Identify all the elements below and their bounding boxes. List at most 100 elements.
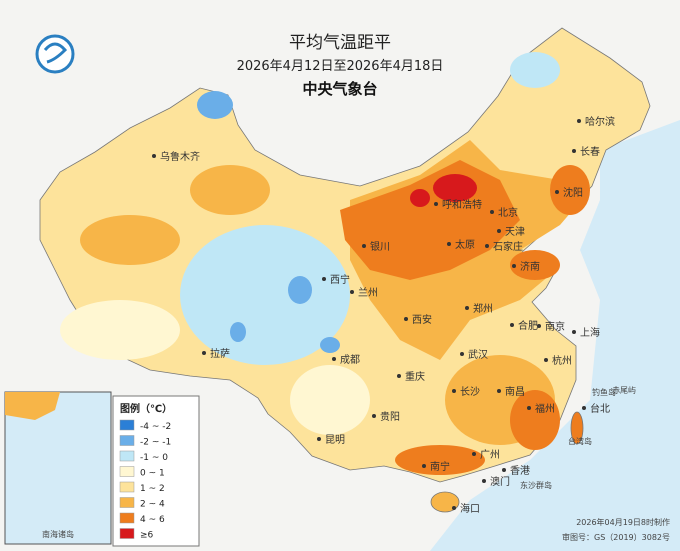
legend-label: 2 ~ 4 xyxy=(140,500,165,510)
city-label: 成都 xyxy=(340,354,360,366)
region xyxy=(433,174,477,202)
legend-label: 4 ~ 6 xyxy=(140,515,165,525)
legend-label: 0 ~ 1 xyxy=(140,469,165,479)
city-label: 武汉 xyxy=(468,348,488,361)
city-dot xyxy=(510,323,514,327)
city-label: 呼和浩特 xyxy=(442,199,482,211)
title: 平均气温距平 xyxy=(289,33,391,53)
city-dot xyxy=(512,264,516,268)
inset-label: 南海诸岛 xyxy=(42,529,74,539)
city-dot xyxy=(460,352,464,356)
inset: 南海诸岛 xyxy=(4,391,112,545)
legend-swatch xyxy=(119,450,135,462)
agency: 中央气象台 xyxy=(302,80,377,98)
city-label: 兰州 xyxy=(358,286,378,299)
city-dot xyxy=(350,290,354,294)
city-label: 天津 xyxy=(505,226,525,238)
inset-land xyxy=(5,392,60,420)
anomaly-regions xyxy=(60,52,590,475)
city-label: 南宁 xyxy=(430,460,450,473)
footer-made: 2026年04月19日8时制作 xyxy=(576,517,670,527)
city-dot xyxy=(362,244,366,248)
city-dot xyxy=(582,406,586,410)
legend: 图例（℃） -4 ~ -2 -2 ~ -1 -1 ~ 0 0 ~ 1 1 ~ 2 2 ~ … xyxy=(112,395,200,547)
city-label: 拉萨 xyxy=(210,347,230,360)
legend-swatch xyxy=(119,466,135,477)
city-label: 济南 xyxy=(520,260,540,273)
city-label: 西安 xyxy=(412,313,432,326)
logo-mark xyxy=(43,42,68,64)
city-label: 香港 xyxy=(510,465,530,477)
city-label: 南昌 xyxy=(505,385,525,398)
city-dot xyxy=(452,389,456,393)
city-dot xyxy=(537,324,541,328)
taiwan xyxy=(570,411,584,445)
logo xyxy=(35,34,75,74)
island-label: 赤尾屿 xyxy=(612,386,636,395)
legend-swatch xyxy=(119,419,135,431)
region xyxy=(60,300,180,360)
city-dot xyxy=(322,277,326,281)
region xyxy=(550,165,590,215)
city-label: 北京 xyxy=(498,206,518,219)
city-label: 重庆 xyxy=(405,370,425,383)
legend-label: ≥6 xyxy=(140,531,154,541)
city-dot xyxy=(332,357,336,361)
legend-swatch xyxy=(119,512,135,524)
region xyxy=(290,365,370,435)
region xyxy=(320,337,340,353)
city-label: 广州 xyxy=(480,449,500,461)
city-dot xyxy=(485,244,489,248)
city-label: 沈阳 xyxy=(563,186,583,199)
region xyxy=(510,390,560,450)
city-label: 贵阳 xyxy=(380,410,400,423)
legend-swatch xyxy=(119,435,135,446)
city-label: 台北 xyxy=(590,402,610,415)
legend-swatch xyxy=(119,481,135,493)
city-label: 石家庄 xyxy=(493,240,523,253)
region xyxy=(510,52,560,88)
city-dot xyxy=(397,374,401,378)
legend-label: -1 ~ 0 xyxy=(140,453,168,463)
city-label: 昆明 xyxy=(325,434,345,446)
city-dot xyxy=(465,306,469,310)
city-dot xyxy=(482,479,486,483)
legend-swatch xyxy=(119,528,135,539)
region xyxy=(230,322,246,342)
legend-label: -2 ~ -1 xyxy=(140,438,171,448)
region xyxy=(288,276,312,304)
city-label: 上海 xyxy=(580,326,600,339)
city-label: 合肥 xyxy=(518,319,538,332)
city-label: 南京 xyxy=(545,320,565,333)
city-dot xyxy=(452,506,456,510)
city-dot xyxy=(447,242,451,246)
city-dot xyxy=(317,437,321,441)
city-dot xyxy=(422,464,426,468)
region xyxy=(410,189,430,207)
city-label: 长沙 xyxy=(460,386,480,398)
city-label: 长春 xyxy=(580,146,600,158)
city-dot xyxy=(434,202,438,206)
city-dot xyxy=(527,406,531,410)
legend-title: 图例（℃） xyxy=(120,402,172,415)
city-dot xyxy=(372,414,376,418)
city-label: 海口 xyxy=(460,502,480,515)
city-dot xyxy=(472,452,476,456)
island-label: 台湾岛 xyxy=(568,436,592,446)
region xyxy=(180,225,350,365)
city-dot xyxy=(572,149,576,153)
city-label: 乌鲁木齐 xyxy=(160,150,200,163)
city-dot xyxy=(544,358,548,362)
city-dot xyxy=(577,119,581,123)
region xyxy=(197,91,233,119)
city-label: 杭州 xyxy=(552,354,572,367)
island-label: 钓鱼岛 xyxy=(592,387,616,397)
region xyxy=(510,250,560,280)
city-label: 郑州 xyxy=(473,302,493,315)
city-dot xyxy=(502,468,506,472)
city-dot xyxy=(555,190,559,194)
city-dot xyxy=(497,229,501,233)
city-dot xyxy=(490,210,494,214)
city-label: 太原 xyxy=(455,238,475,251)
